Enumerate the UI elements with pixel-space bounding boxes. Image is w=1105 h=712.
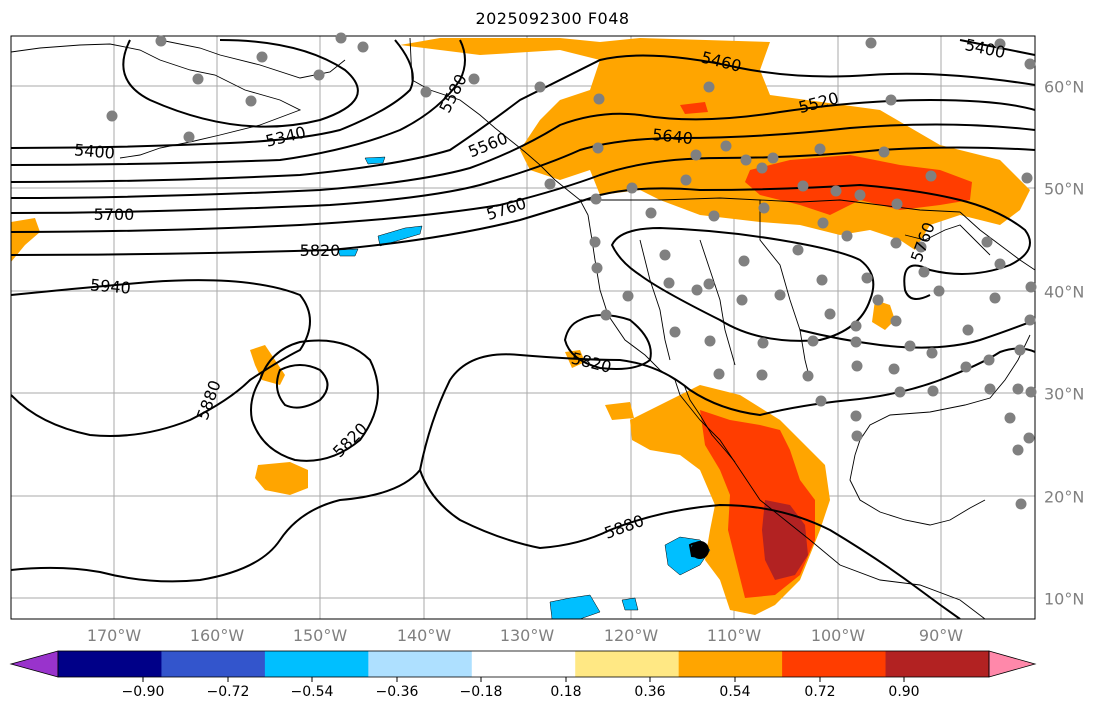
colorbar-segment [471, 651, 576, 677]
colorbar-tick-label: −0.18 [459, 684, 503, 700]
contour-label: 5820 [329, 419, 371, 461]
colorbar-segment [678, 651, 783, 677]
contour-label: 5880 [602, 511, 647, 543]
lat-label: 20°N [1044, 487, 1085, 507]
colorbar-tick-label: −0.36 [375, 684, 419, 700]
colorbar-segment [161, 651, 266, 677]
colorbar [9, 650, 1037, 682]
lon-label: 150°W [292, 626, 348, 645]
lat-label: 60°N [1044, 77, 1085, 97]
contour-label: 5820 [569, 349, 613, 377]
lon-label: 130°W [499, 626, 555, 645]
colorbar-segment [58, 651, 162, 677]
lon-label: 90°W [918, 626, 964, 645]
colorbar-extend-high [988, 650, 1037, 678]
colorbar-tick-label: 0.72 [804, 684, 836, 700]
colorbar-tick-label: 0.36 [634, 684, 666, 700]
lon-label: 140°W [396, 626, 452, 645]
map-title: 2025092300 F048 [475, 9, 630, 28]
contour-label: 5940 [89, 275, 131, 297]
colorbar-tick-label: −0.72 [206, 684, 250, 700]
extreme-anomaly-shading [762, 500, 808, 580]
station-markers [106, 32, 1037, 510]
negative-anomaly-shading [337, 156, 711, 619]
lon-label: 160°W [189, 626, 245, 645]
colorbar-tick-label: −0.90 [121, 684, 165, 700]
contour-label: 5560 [466, 128, 511, 161]
lat-label: 30°N [1044, 384, 1085, 404]
positive-anomaly-shading [11, 38, 1030, 615]
low-center-marker [691, 541, 709, 559]
lat-label: 50°N [1044, 179, 1085, 199]
colorbar-extend-low [9, 650, 59, 678]
height-contours [11, 39, 1035, 619]
coastlines [11, 37, 1035, 619]
lon-label: 170°W [86, 626, 142, 645]
contour-label: 5700 [94, 205, 135, 224]
lon-label: 100°W [810, 626, 866, 645]
contour-label: 5400 [73, 140, 115, 162]
contour-label: 5820 [300, 241, 341, 260]
colorbar-segment [782, 651, 887, 677]
colorbar-segment [575, 651, 680, 677]
colorbar-segment [885, 651, 990, 677]
colorbar-tick-label: 0.54 [719, 684, 751, 700]
colorbar-tick-label: −0.54 [290, 684, 334, 700]
colorbar-segments [58, 651, 990, 677]
colorbar-segment [368, 651, 473, 677]
contour-label: 5880 [193, 378, 225, 423]
lat-label: 10°N [1044, 589, 1085, 609]
colorbar-tick-label: 0.90 [888, 684, 920, 700]
lat-label: 40°N [1044, 282, 1085, 302]
colorbar-segment [264, 651, 369, 677]
contour-label: 5640 [651, 125, 693, 148]
lon-label: 110°W [706, 626, 762, 645]
map-frame [10, 35, 1036, 620]
colorbar-tick-label: 0.18 [550, 684, 582, 700]
lon-label: 120°W [603, 626, 659, 645]
